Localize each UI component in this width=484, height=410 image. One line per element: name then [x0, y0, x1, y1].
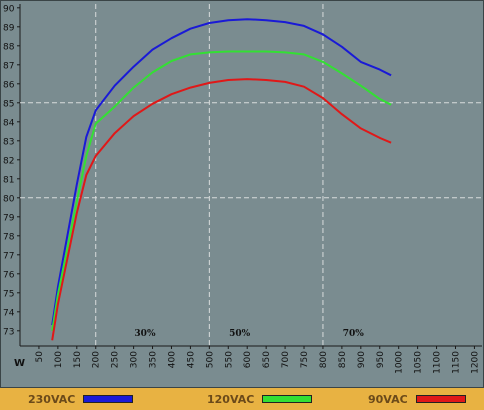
x-tick-label-800: 800 — [319, 351, 329, 368]
x-tick-label-500: 500 — [205, 351, 215, 368]
y-tick-label-84: 84 — [3, 118, 15, 128]
x-tick-label-1100: 1100 — [433, 351, 443, 374]
x-tick-label-1200: 1200 — [470, 351, 480, 374]
y-tick-label-83: 83 — [3, 137, 14, 147]
x-tick-label-1050: 1050 — [414, 351, 424, 374]
x-tick-label-100: 100 — [54, 351, 64, 368]
y-tick-label-75: 75 — [3, 289, 14, 299]
y-tick-label-87: 87 — [3, 61, 14, 71]
legend-swatch-230vac — [83, 395, 134, 403]
series-line-120vac — [51, 50, 392, 331]
x-tick-label-750: 750 — [300, 351, 310, 368]
legend-label-230vac: 230VAC — [28, 392, 76, 406]
annotation-50pct: 50% — [229, 329, 251, 339]
y-tick-label-80: 80 — [3, 194, 15, 204]
y-tick-label-81: 81 — [3, 175, 14, 185]
x-tick-label-150: 150 — [73, 351, 83, 368]
x-tick-label-950: 950 — [376, 351, 386, 368]
y-tick-label-76: 76 — [3, 270, 15, 280]
x-tick-label-450: 450 — [186, 351, 196, 368]
series-line-230vac — [51, 18, 392, 326]
x-tick-label-250: 250 — [111, 351, 121, 368]
x-tick-label-1000: 1000 — [395, 351, 405, 374]
legend-swatch-90vac — [415, 395, 466, 403]
legend-item-230vac: 230VAC — [28, 391, 134, 407]
legend-label-90vac: 90VAC — [368, 392, 408, 406]
x-tick-label-300: 300 — [130, 351, 140, 368]
x-tick-label-600: 600 — [243, 351, 253, 368]
x-tick-label-200: 200 — [92, 351, 102, 368]
annotation-70pct: 70% — [343, 329, 365, 339]
y-tick-label-79: 79 — [3, 213, 15, 223]
x-tick-label-50: 50 — [35, 351, 45, 363]
legend-swatch-120vac — [262, 395, 313, 403]
x-tick-label-850: 850 — [338, 351, 348, 368]
efficiency-chart: 73 74 75 76 77 78 79 80 81 82 83 84 85 86 87 88 89 90 50 10… — [0, 0, 484, 388]
legend-item-120vac: 120VAC — [207, 391, 313, 407]
x-tick-label-550: 550 — [224, 351, 234, 368]
x-axis-label: W — [14, 358, 25, 369]
x-tick-label-350: 350 — [149, 351, 159, 368]
x-tick-label-700: 700 — [281, 351, 291, 368]
annotation-30pct: 30% — [134, 329, 156, 339]
y-tick-label-89: 89 — [3, 23, 15, 33]
legend: 230VAC 120VAC 90VAC — [0, 388, 484, 410]
y-tick-label-74: 74 — [3, 308, 15, 318]
y-tick-label-86: 86 — [3, 80, 15, 90]
y-tick-label-78: 78 — [3, 232, 15, 242]
x-tick-label-650: 650 — [262, 351, 272, 368]
series-line-90vac — [51, 78, 392, 341]
x-tick-label-1150: 1150 — [451, 351, 461, 374]
y-tick-label-77: 77 — [3, 251, 14, 261]
x-tick-label-900: 900 — [357, 351, 367, 368]
y-tick-label-82: 82 — [3, 156, 14, 166]
y-tick-label-73: 73 — [3, 327, 14, 337]
y-tick-label-85: 85 — [3, 99, 14, 109]
y-tick-label-88: 88 — [3, 42, 15, 52]
y-tick-label-90: 90 — [3, 4, 15, 14]
legend-item-90vac: 90VAC — [368, 391, 466, 407]
chart-frame: 73 74 75 76 77 78 79 80 81 82 83 84 85 86 87 88 89 90 50 10… — [0, 0, 484, 388]
legend-label-120vac: 120VAC — [207, 392, 255, 406]
x-tick-label-400: 400 — [167, 351, 177, 368]
